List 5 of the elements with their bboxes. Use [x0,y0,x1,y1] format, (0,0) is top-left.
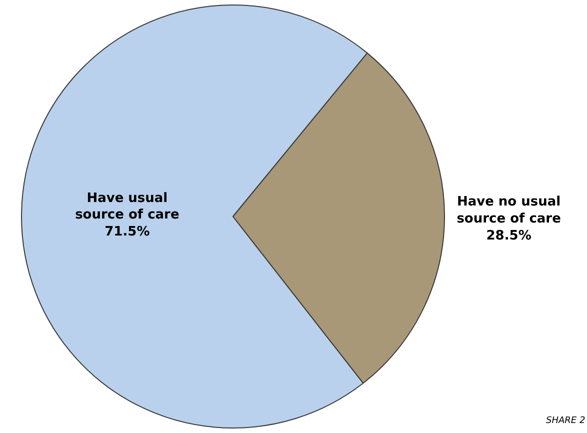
slice-label: Have no usual source of care [456,194,562,227]
data-label: 28.5% [486,228,532,244]
text: SHARE 2 [546,416,586,426]
slice-label: Have usual source of care [75,190,180,223]
data-label: 71.5% [104,224,150,240]
